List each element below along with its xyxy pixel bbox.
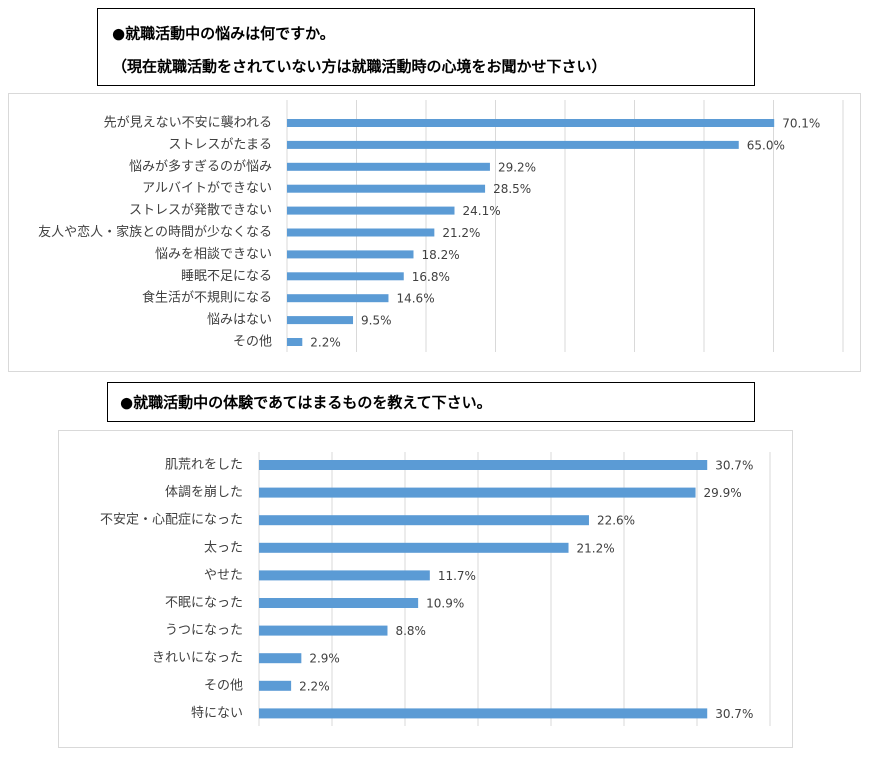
bar: [259, 487, 696, 498]
category-label: 悩みを相談できない: [155, 246, 272, 262]
value-label: 21.2%: [577, 541, 615, 555]
value-label: 18.2%: [421, 248, 459, 262]
category-label: 特にない: [191, 706, 243, 721]
bar: [287, 272, 404, 281]
title-box: [107, 382, 755, 422]
category-label: 友人や恋人・家族との時間が少なくなる: [38, 224, 272, 240]
chart-subtitle: （現在就職活動をされていない方は就職活動時の心境をお聞かせ下さい）: [112, 58, 607, 76]
category-label: 体調を崩した: [165, 485, 243, 500]
category-label: うつになった: [165, 623, 243, 638]
bar: [287, 316, 354, 325]
value-label: 70.1%: [782, 117, 820, 131]
bar: [287, 228, 435, 237]
chart-title: ●就職活動中の悩みは何ですか。: [112, 25, 335, 43]
value-label: 24.1%: [462, 204, 500, 218]
value-label: 30.7%: [715, 707, 753, 721]
category-label: その他: [204, 678, 243, 693]
chart-frame: [8, 93, 861, 372]
category-label: 肌荒れをした: [165, 458, 243, 473]
bar: [287, 119, 775, 127]
chart-title: ●就職活動中の体験であてはまるものを教えて下さい。: [120, 394, 492, 412]
value-label: 29.2%: [498, 160, 536, 174]
value-label: 9.5%: [361, 314, 392, 328]
value-label: 11.7%: [438, 569, 476, 583]
category-label: ストレスが発散できない: [129, 203, 272, 218]
bar: [287, 250, 414, 259]
category-label: その他: [233, 335, 272, 350]
value-label: 65.0%: [747, 138, 785, 152]
value-label: 10.9%: [426, 597, 464, 611]
category-label: 不眠になった: [165, 596, 243, 611]
value-label: 14.6%: [396, 292, 434, 306]
category-label: きれいになった: [152, 651, 243, 666]
category-label: やせた: [204, 568, 243, 583]
value-label: 30.7%: [715, 459, 753, 473]
category-label: ストレスがたまる: [168, 137, 272, 152]
value-label: 21.2%: [442, 226, 480, 240]
value-label: 2.2%: [310, 336, 341, 350]
category-label: アルバイトができない: [142, 181, 272, 196]
category-label: 睡眠不足になる: [181, 269, 272, 284]
bar: [259, 708, 708, 719]
bar: [287, 184, 486, 193]
title-box: [97, 8, 755, 86]
bar: [287, 140, 739, 149]
bar: [287, 206, 455, 215]
bar: [259, 542, 569, 553]
category-label: 食生活が不規則になる: [142, 290, 272, 306]
value-label: 8.8%: [395, 624, 426, 638]
value-label: 2.2%: [299, 679, 330, 693]
chart-frame: [58, 430, 793, 748]
bar: [259, 625, 388, 636]
bar: [259, 570, 430, 581]
bar: [259, 460, 708, 470]
value-label: 22.6%: [597, 514, 635, 528]
value-label: 29.9%: [704, 486, 742, 500]
bar: [287, 294, 389, 303]
bar: [287, 162, 490, 171]
bar: [287, 338, 303, 346]
value-label: 16.8%: [412, 270, 450, 284]
bar: [259, 680, 292, 691]
category-label: 先が見えない不安に襲われる: [104, 115, 272, 131]
category-label: 太った: [204, 540, 243, 555]
category-label: 悩みはない: [207, 313, 272, 328]
value-label: 28.5%: [493, 182, 531, 196]
bar: [259, 515, 589, 526]
value-label: 2.9%: [309, 652, 340, 666]
bar: [259, 653, 302, 664]
category-label: 悩みが多すぎるのが悩み: [129, 158, 272, 174]
bar: [259, 598, 419, 608]
category-label: 不安定・心配症になった: [100, 513, 243, 528]
